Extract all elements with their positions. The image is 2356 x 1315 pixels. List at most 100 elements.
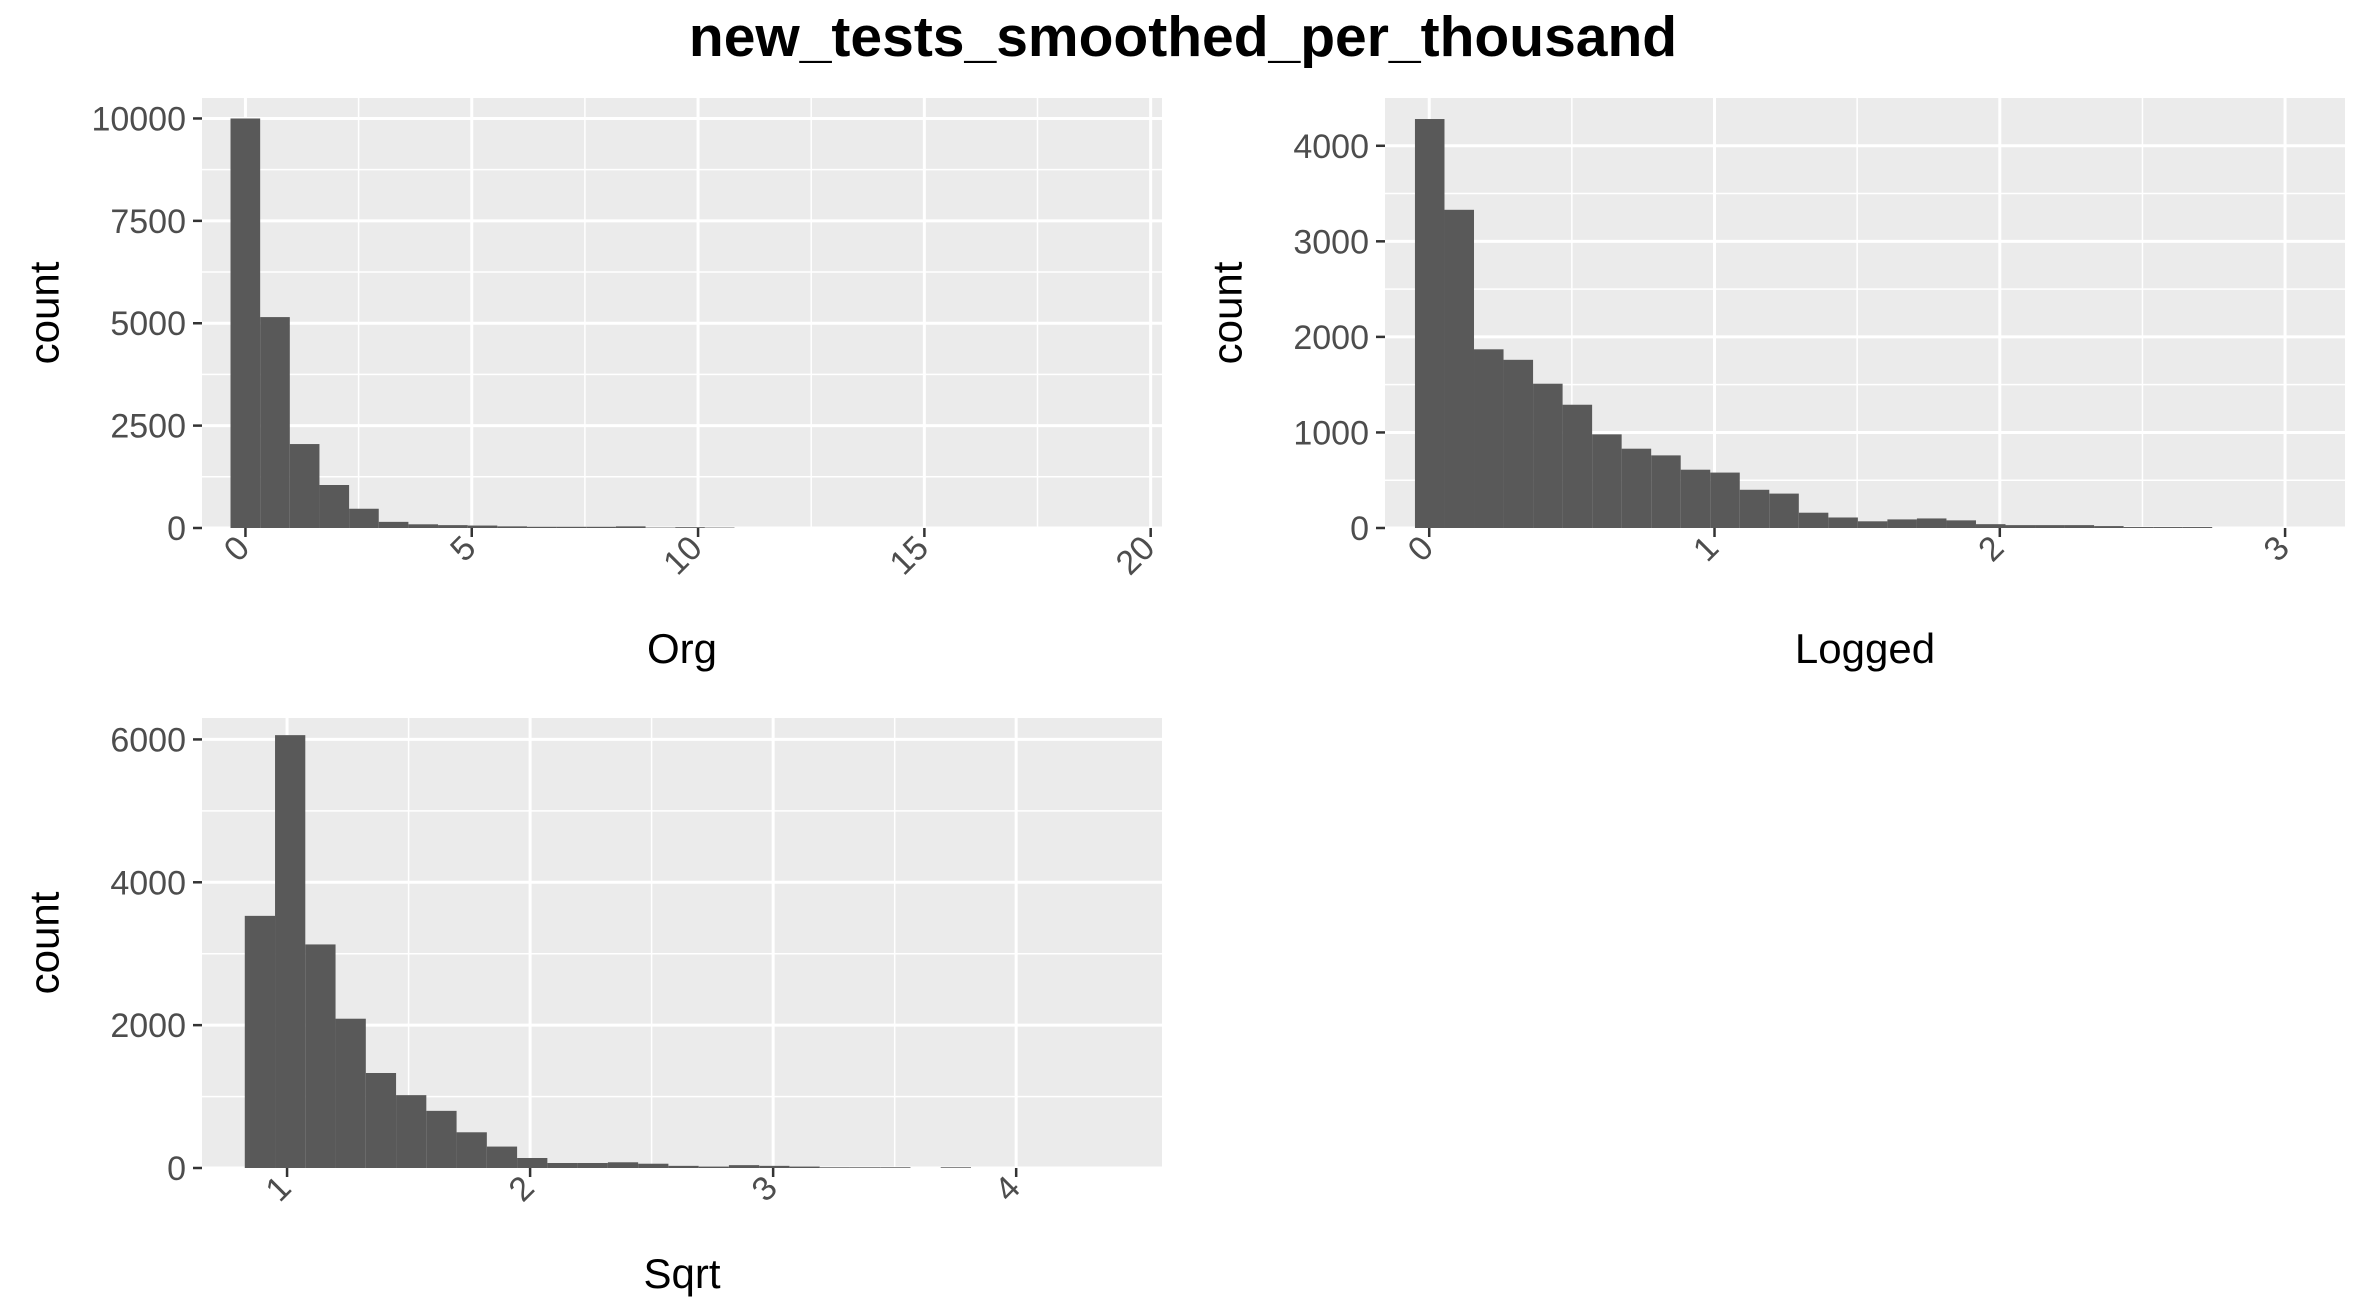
x-axis-title: Logged — [1795, 625, 1935, 672]
histogram-bar — [940, 1167, 971, 1168]
histogram-bar — [2094, 526, 2124, 528]
histogram-bar — [319, 485, 350, 528]
y-tick-label: 1000 — [1293, 414, 1369, 452]
y-tick-label: 4000 — [1293, 128, 1369, 166]
histogram-bar — [497, 526, 527, 528]
histogram-bar — [880, 1167, 911, 1168]
histogram-bar — [638, 1163, 669, 1168]
histogram-bar — [1680, 469, 1711, 528]
y-tick-label: 0 — [167, 510, 186, 548]
histogram-bar — [408, 524, 439, 528]
x-tick-label: 4 — [988, 1169, 1028, 1209]
histogram-bar — [1946, 520, 1976, 528]
y-tick-label: 0 — [167, 1150, 186, 1188]
chart-title: new_tests_smoothed_per_thousand — [689, 5, 1677, 69]
histogram-bar — [1651, 455, 1681, 528]
histogram-bar — [789, 1166, 820, 1168]
x-tick-label: 3 — [745, 1169, 785, 1209]
histogram-bar — [305, 944, 336, 1168]
histogram-bar — [586, 526, 616, 528]
histogram-bar — [2123, 527, 2154, 528]
x-axis-title: Sqrt — [643, 1250, 720, 1297]
histogram-bar — [349, 508, 379, 528]
x-axis-title: Org — [647, 625, 717, 672]
histogram-bar — [1769, 493, 1799, 528]
histogram-bar — [1857, 521, 1888, 528]
histogram-bar — [426, 1110, 457, 1168]
panel-logged: 0 1000 2000 3000 4000 0 1 2 3 Logged count — [1204, 98, 2345, 672]
x-tick-label: 1 — [1686, 529, 1726, 569]
histogram-bar — [1739, 489, 1770, 528]
histogram-bar — [668, 1165, 699, 1168]
histogram-bar — [819, 1167, 850, 1168]
y-tick-label: 5000 — [110, 305, 186, 343]
y-tick-label: 2000 — [1293, 319, 1369, 357]
x-tick-label: 2 — [502, 1169, 542, 1209]
histogram-bar — [1474, 349, 1504, 528]
histogram-bar — [698, 1166, 729, 1168]
histogram-bar — [1828, 517, 1858, 528]
x-tick-label: 10 — [656, 529, 710, 583]
x-tick-label: 3 — [2256, 529, 2296, 569]
histogram-bar — [849, 1167, 881, 1168]
histogram-bar — [615, 526, 646, 528]
x-tick-label: 20 — [1109, 529, 1163, 583]
histogram-bar — [467, 525, 498, 528]
histogram-bar — [230, 118, 261, 528]
panel-org: 0 2500 5000 7500 10000 0 5 10 15 20 Org count — [21, 98, 1163, 672]
panel-background — [202, 98, 1162, 528]
histogram-bar — [1887, 519, 1917, 528]
histogram-bar — [759, 1165, 790, 1168]
y-tick-label: 7500 — [110, 203, 186, 241]
histogram-bar — [486, 1146, 518, 1168]
panel-sqrt: 0 2000 4000 6000 1 2 3 4 Sqrt count — [21, 718, 1162, 1297]
y-tick-label: 3000 — [1293, 223, 1369, 261]
histogram-bar — [1916, 518, 1947, 528]
histogram-bar — [1503, 359, 1534, 528]
histogram-bar — [1592, 434, 1622, 528]
histogram-bar — [577, 1163, 608, 1168]
histogram-bar — [396, 1095, 427, 1168]
histogram-bar — [365, 1073, 397, 1168]
histogram-bar — [1562, 404, 1593, 528]
histogram-bar — [275, 735, 306, 1168]
y-tick-label: 6000 — [110, 721, 186, 759]
y-axis-title: count — [21, 891, 68, 994]
y-axis-title: count — [21, 261, 68, 364]
histogram-bar — [289, 444, 320, 528]
histogram-bar — [1621, 448, 1652, 528]
histogram-bar — [260, 317, 290, 528]
y-tick-label: 2000 — [110, 1007, 186, 1045]
histogram-bar — [526, 526, 557, 528]
histogram-bar — [378, 521, 409, 528]
histogram-bar — [335, 1018, 366, 1168]
y-tick-label: 10000 — [91, 100, 186, 138]
y-axis-title: count — [1204, 261, 1251, 364]
x-tick-label: 2 — [1971, 529, 2011, 569]
histogram-bar — [456, 1132, 487, 1168]
histogram-bar — [2005, 525, 2036, 528]
y-tick-label: 4000 — [110, 864, 186, 902]
histogram-bar — [1533, 383, 1563, 528]
histogram-bar — [675, 527, 705, 528]
x-tick-label: 0 — [1401, 529, 1441, 569]
histogram-bar — [244, 915, 276, 1168]
x-tick-label: 15 — [882, 529, 936, 583]
histogram-bar — [547, 1163, 578, 1168]
x-tick-label: 5 — [443, 529, 483, 569]
histogram-bar — [1975, 524, 2006, 528]
histogram-bar — [2153, 527, 2183, 528]
x-tick-label: 0 — [217, 529, 257, 569]
histogram-bar — [728, 1165, 760, 1168]
histogram-bar — [556, 526, 587, 528]
histogram-bar — [517, 1158, 548, 1168]
x-tick-label: 1 — [258, 1169, 298, 1209]
y-tick-label: 2500 — [110, 408, 186, 446]
histogram-bar — [1414, 119, 1445, 529]
histogram-bar — [2182, 527, 2213, 528]
histogram-bar — [1444, 209, 1475, 529]
histogram-bar — [438, 525, 468, 528]
histogram-bar — [607, 1162, 639, 1168]
